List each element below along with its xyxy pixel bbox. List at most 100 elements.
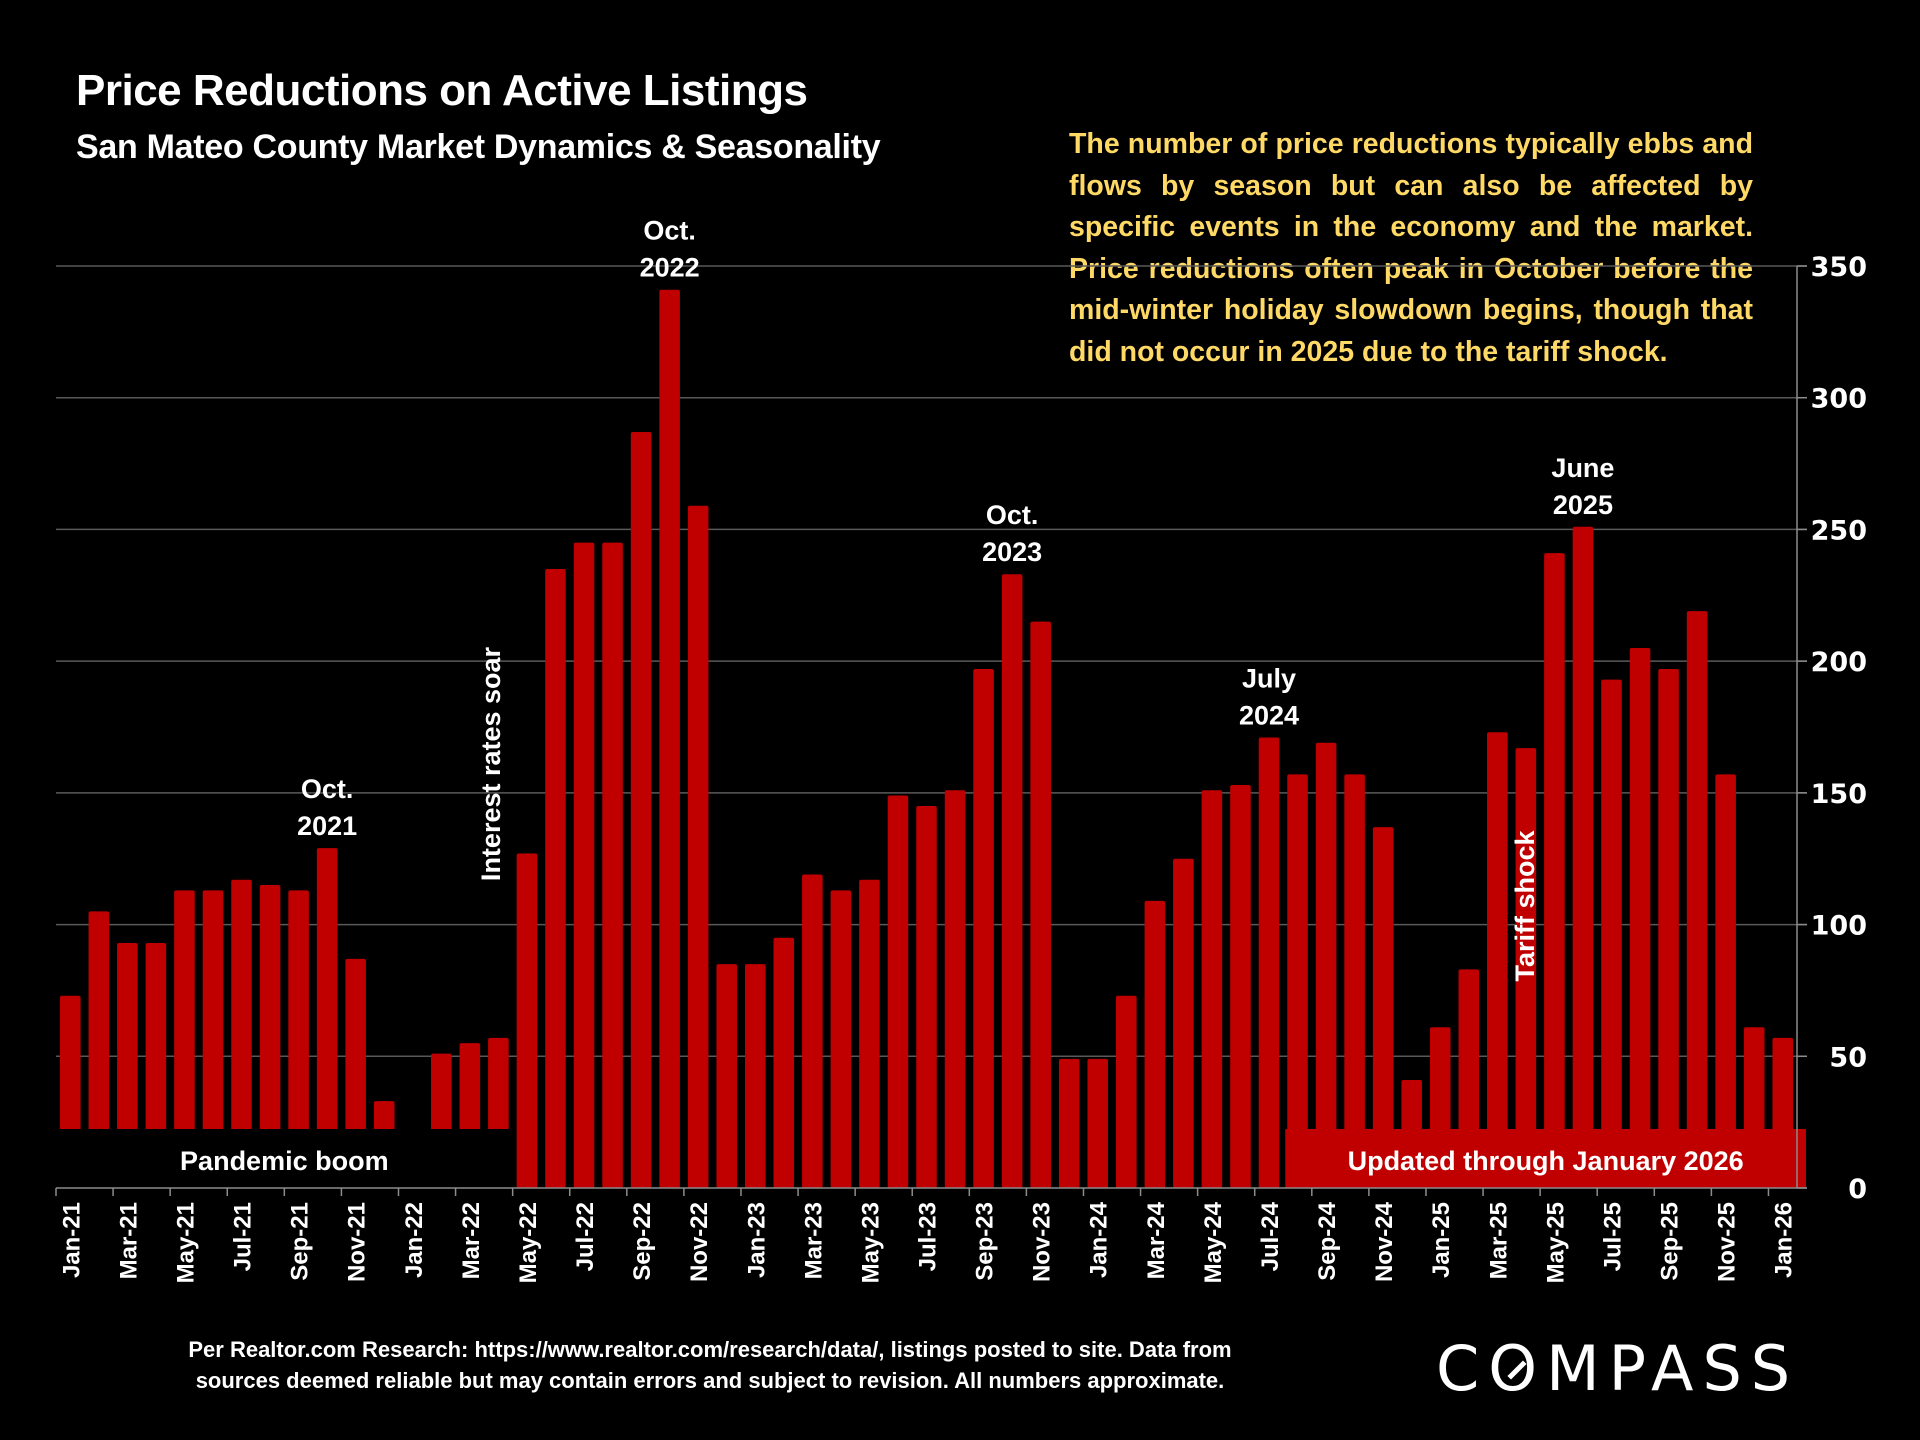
banner-label: Updated through January 2026 <box>1348 1146 1744 1176</box>
bar <box>88 911 110 1188</box>
bar <box>1629 647 1651 1188</box>
x-tick-label: May-23 <box>857 1202 884 1283</box>
y-tick-label: 300 <box>1811 384 1867 415</box>
bar <box>1058 1058 1080 1188</box>
footnote-line-1: Per Realtor.com Research: https://www.re… <box>188 1337 1232 1362</box>
x-tick-label: May-21 <box>172 1202 199 1283</box>
bar <box>231 879 252 1188</box>
x-tick-label: Nov-21 <box>344 1202 371 1282</box>
x-tick-label: Sep-23 <box>972 1202 999 1281</box>
bar <box>1544 553 1565 1188</box>
bar <box>944 790 966 1188</box>
bar <box>1116 995 1137 1188</box>
annotation-year: 2024 <box>1239 701 1299 731</box>
x-tick-label: Sep-24 <box>1314 1201 1341 1280</box>
y-tick-labels: 0 50 100 150 200 250 300 350 <box>1811 252 1867 1205</box>
bar <box>859 879 880 1188</box>
x-tick-label: Jul-23 <box>915 1202 942 1271</box>
bar <box>887 795 909 1188</box>
bar <box>1144 900 1166 1188</box>
bar <box>802 874 823 1188</box>
x-tick-label: Mar-23 <box>800 1202 827 1279</box>
bar <box>1515 748 1537 1188</box>
y-tick-label: 100 <box>1811 911 1867 942</box>
x-tick-label: Mar-24 <box>1143 1201 1170 1279</box>
annotation-month: June <box>1551 453 1614 483</box>
annotation-month: Oct. <box>301 774 354 804</box>
annotation-month: Oct. <box>643 216 696 246</box>
bar <box>1030 621 1051 1188</box>
bar <box>1230 784 1251 1188</box>
bar <box>117 943 138 1188</box>
bar <box>573 542 595 1188</box>
bar <box>773 937 795 1188</box>
x-tick-label: May-22 <box>515 1202 542 1283</box>
x-tick-label: Jul-24 <box>1257 1201 1284 1271</box>
x-tick-label: Jan-25 <box>1428 1202 1455 1278</box>
y-tick-label: 50 <box>1829 1042 1867 1073</box>
compass-logo: COMPASS <box>1436 1332 1800 1405</box>
x-tick-label: Nov-25 <box>1714 1202 1741 1282</box>
x-tick-label: Sep-21 <box>287 1202 314 1281</box>
x-tick-label: Jan-24 <box>1086 1201 1113 1278</box>
x-tick-label: Mar-21 <box>115 1202 142 1279</box>
x-tick-label: Nov-22 <box>686 1202 713 1282</box>
event-labels: Interest rates soar Tariff shock <box>476 646 1540 981</box>
bar <box>687 505 709 1189</box>
bar <box>973 669 994 1188</box>
commentary-note: The number of price reductions typically… <box>1069 128 1753 368</box>
bar <box>716 964 737 1188</box>
y-tick-label: 250 <box>1811 515 1867 546</box>
axes <box>55 265 1807 1196</box>
x-tick-label: Jul-22 <box>572 1202 599 1271</box>
y-tick-label: 200 <box>1811 647 1867 678</box>
x-tick-label: Jan-21 <box>58 1202 85 1278</box>
bar <box>1715 774 1736 1188</box>
bar <box>202 890 224 1188</box>
period-banners: Pandemic boom Updated through January 202… <box>56 1129 1806 1188</box>
bars <box>59 289 1794 1189</box>
annotation-year: 2022 <box>640 253 700 283</box>
bar <box>1572 526 1594 1188</box>
pandemic-boom-banner <box>56 1129 513 1188</box>
bar <box>1344 774 1365 1188</box>
annotation-month: Oct. <box>986 500 1039 530</box>
annotation-year: 2023 <box>982 537 1042 567</box>
x-tick-label: Jan-26 <box>1771 1202 1798 1278</box>
footnote-line-2: sources deemed reliable but may contain … <box>195 1368 1225 1393</box>
annotation-month: July <box>1242 664 1296 694</box>
bar <box>830 890 852 1188</box>
y-tick-label: 350 <box>1811 252 1867 283</box>
bar <box>1258 737 1280 1188</box>
bar <box>1315 742 1337 1188</box>
x-tick-label: May-25 <box>1542 1202 1569 1283</box>
tariff-shock-label: Tariff shock <box>1510 830 1540 982</box>
bar <box>288 890 309 1188</box>
y-tick-label: 150 <box>1811 779 1867 810</box>
bar <box>1001 574 1023 1188</box>
bar <box>916 806 937 1188</box>
bar <box>1372 827 1394 1188</box>
bar <box>1686 611 1708 1188</box>
bar <box>1601 679 1622 1188</box>
x-tick-label: Nov-23 <box>1029 1202 1056 1282</box>
x-tick-label: Mar-25 <box>1485 1202 1512 1279</box>
bar <box>1658 669 1679 1188</box>
banner-label: Pandemic boom <box>180 1146 389 1176</box>
bar <box>1173 858 1194 1188</box>
bar <box>145 943 167 1188</box>
bar <box>1287 774 1308 1188</box>
peak-annotations: Oct. 2021 Oct. 2022 Oct. 2023 July 2024 June 2025 <box>297 216 1614 841</box>
bar <box>174 890 195 1188</box>
bar <box>316 848 338 1188</box>
x-tick-label: Jul-25 <box>1599 1202 1626 1271</box>
bar <box>516 853 538 1188</box>
annotation-year: 2025 <box>1553 490 1613 520</box>
y-tick-label: 0 <box>1848 1174 1867 1205</box>
bar <box>602 542 623 1188</box>
bar <box>1201 790 1223 1188</box>
x-tick-label: Sep-22 <box>629 1202 656 1281</box>
x-tick-label: Mar-22 <box>458 1202 485 1279</box>
updated-through-banner <box>1285 1129 1806 1188</box>
